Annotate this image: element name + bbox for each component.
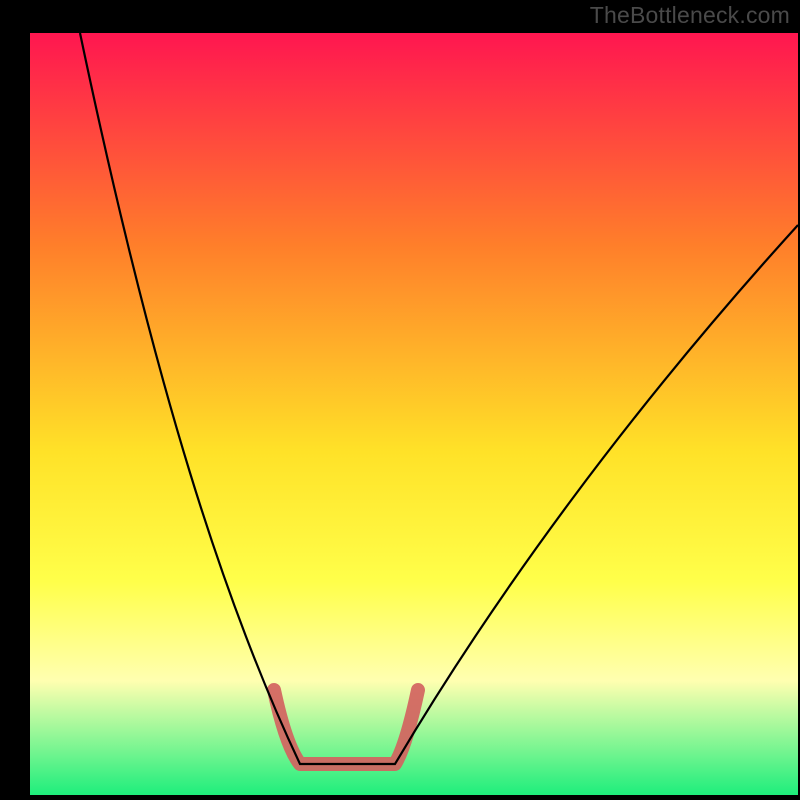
chart-container: TheBottleneck.com — [0, 0, 800, 800]
gradient-background — [30, 33, 798, 795]
watermark-text: TheBottleneck.com — [590, 2, 790, 29]
bottleneck-chart — [0, 0, 800, 800]
